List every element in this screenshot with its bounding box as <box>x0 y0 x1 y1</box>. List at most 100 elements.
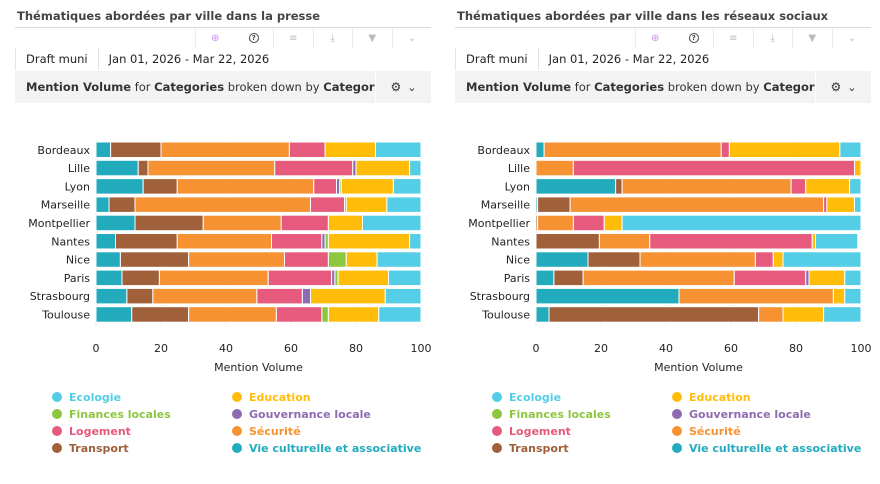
bar-segment <box>95 214 136 232</box>
ai-sparkle-icon[interactable]: ⊕ <box>635 28 675 48</box>
chart-title: Thématiques abordées par ville dans les … <box>457 9 829 23</box>
bar-segment <box>376 251 422 268</box>
filter-icon[interactable]: ▼ <box>352 28 392 48</box>
metric-bar: Mention Volume for Categories broken dow… <box>455 71 871 103</box>
bar-segment <box>649 233 813 250</box>
bar-segment <box>386 196 422 213</box>
bar-segment <box>535 233 600 250</box>
settings-button[interactable]: ⚙ ⌄ <box>815 71 871 103</box>
help-icon[interactable]: ? <box>235 28 274 48</box>
y-tick-label: Strasbourg <box>470 290 530 303</box>
filter-chip[interactable]: Draft muni <box>455 48 539 70</box>
bar-segment <box>95 196 110 213</box>
help-glyph: ? <box>688 33 699 43</box>
filter-bar: Draft muni Jan 01, 2026 - Mar 22, 2026 <box>455 48 719 70</box>
legend-label: Finances locales <box>509 407 611 421</box>
help-icon[interactable]: ? <box>675 28 714 48</box>
download-icon[interactable]: ⤓ <box>312 28 353 48</box>
bar-segment <box>548 306 760 323</box>
legend-item[interactable]: Finances locales <box>492 407 672 421</box>
legend-item[interactable]: Vie culturelle et associative <box>672 441 862 455</box>
ai-sparkle-icon[interactable]: ⊕ <box>195 28 235 48</box>
bar-segment <box>95 178 144 195</box>
legend-swatch <box>52 426 62 436</box>
legend-item[interactable]: Gouvernance locale <box>232 407 422 421</box>
legend-item[interactable]: Education <box>672 390 862 404</box>
bar-segment <box>844 287 862 305</box>
metric-text: for <box>571 80 595 94</box>
bar-segment <box>409 159 422 177</box>
legend-item[interactable]: Ecologie <box>52 390 232 404</box>
metric-description[interactable]: Mention Volume for Categories broken dow… <box>15 71 375 103</box>
legend-label: Logement <box>69 424 131 438</box>
legend-item[interactable]: Finances locales <box>52 407 232 421</box>
bar-segment <box>823 306 862 323</box>
legend-label: Transport <box>69 441 129 455</box>
legend-label: Ecologie <box>69 390 122 404</box>
settings-button[interactable]: ⚙ ⌄ <box>375 71 431 103</box>
y-tick-label: Montpellier <box>28 217 90 230</box>
bar-segment <box>621 178 792 195</box>
chevron-down-icon[interactable]: ⌄ <box>831 28 872 48</box>
bar-segment <box>720 141 730 158</box>
legend-label: Gouvernance locale <box>249 407 371 421</box>
metric-text: broken down by <box>224 80 324 94</box>
metric-name: Mention Volume <box>26 80 132 94</box>
legend-item[interactable]: Vie culturelle et associative <box>232 441 422 455</box>
legend-swatch <box>232 443 242 453</box>
metric-description[interactable]: Mention Volume for Categories broken dow… <box>455 71 815 103</box>
date-range[interactable]: Jan 01, 2026 - Mar 22, 2026 <box>108 52 270 66</box>
legend-item[interactable]: Transport <box>52 441 232 455</box>
bar-segment <box>134 214 204 232</box>
legend-item[interactable]: Sécurité <box>232 424 422 438</box>
legend-item[interactable]: Logement <box>52 424 232 438</box>
legend-item[interactable]: Education <box>232 390 422 404</box>
bar-segment <box>378 306 422 323</box>
bar-segment <box>119 251 190 268</box>
bar-segment <box>849 178 862 195</box>
metric-text: broken down by <box>664 80 764 94</box>
bar-segment <box>274 159 354 177</box>
bar-segment <box>327 214 363 232</box>
bar-segment <box>313 178 337 195</box>
menu-icon[interactable]: ≡ <box>273 28 313 48</box>
divider <box>455 27 871 28</box>
menu-icon[interactable]: ≡ <box>713 28 753 48</box>
legend-item[interactable]: Sécurité <box>672 424 862 438</box>
bar-segment <box>327 233 411 250</box>
legend-swatch <box>492 409 502 419</box>
legend-item[interactable]: Ecologie <box>492 390 672 404</box>
bar-segment <box>126 287 154 305</box>
bar-segment <box>805 178 851 195</box>
legend-label: Logement <box>509 424 571 438</box>
bar-segment <box>95 251 121 268</box>
x-tick-label: 60 <box>284 342 298 355</box>
bar-segment <box>535 269 555 287</box>
legend-swatch <box>492 443 502 453</box>
y-tick-label: Montpellier <box>468 217 530 230</box>
legend-item[interactable]: Gouvernance locale <box>672 407 862 421</box>
bar-segment <box>733 269 807 287</box>
download-icon[interactable]: ⤓ <box>752 28 793 48</box>
bar-segment <box>142 178 178 195</box>
date-range[interactable]: Jan 01, 2026 - Mar 22, 2026 <box>548 52 710 66</box>
bar-segment <box>388 269 422 287</box>
x-tick-label: 100 <box>411 342 432 355</box>
bar-segment <box>158 269 269 287</box>
filter-icon[interactable]: ▼ <box>792 28 832 48</box>
legend-swatch <box>672 409 682 419</box>
filter-chip[interactable]: Draft muni <box>15 48 99 70</box>
legend-item[interactable]: Transport <box>492 441 672 455</box>
bar-segment <box>772 251 784 268</box>
y-tick-label: Nice <box>66 254 90 267</box>
legend-swatch <box>52 443 62 453</box>
metric-text: for <box>131 80 155 94</box>
bar-segment <box>782 251 862 268</box>
bar-segment <box>535 287 680 305</box>
legend-item[interactable]: Logement <box>492 424 672 438</box>
chevron-down-icon[interactable]: ⌄ <box>391 28 432 48</box>
bar-segment <box>95 269 123 287</box>
bar-segment <box>582 269 735 287</box>
bar-segment <box>844 269 862 287</box>
bar-segment <box>271 233 323 250</box>
